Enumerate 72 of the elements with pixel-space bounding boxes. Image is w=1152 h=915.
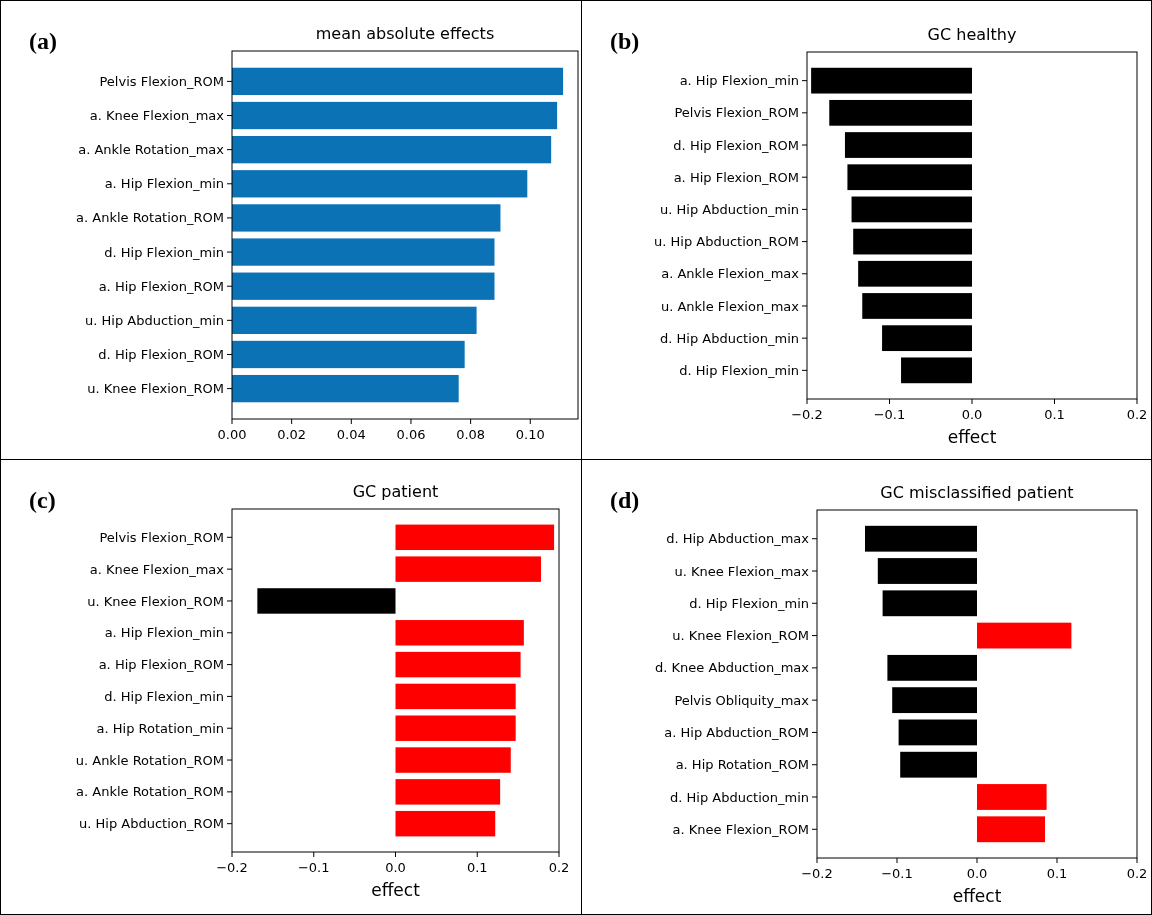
- x-tick-label: 0.10: [515, 427, 545, 442]
- y-tick-label: Pelvis Obliquity_max: [674, 692, 810, 708]
- x-axis-title: effect: [371, 880, 421, 900]
- x-tick-label: 0.0: [385, 860, 406, 875]
- text: (a): [29, 28, 57, 54]
- y-tick-label: a. Hip Rotation_ROM: [675, 757, 809, 773]
- x-axis-title: effect: [952, 886, 1002, 906]
- y-tick-label: a. Ankle Rotation_ROM: [76, 210, 224, 226]
- y-tick-label: Pelvis Flexion_ROM: [99, 73, 224, 89]
- y-tick-label: a. Ankle Rotation_ROM: [76, 784, 224, 800]
- y-tick-label: a. Ankle Rotation_max: [78, 142, 225, 158]
- chart-title: GC misclassified patient: [880, 483, 1074, 502]
- y-tick-label: d. Hip Flexion_min: [104, 688, 224, 704]
- x-tick-label: −0.2: [791, 407, 823, 422]
- chart-title: mean absolute effects: [315, 24, 495, 43]
- y-tick-label: a. Knee Flexion_max: [89, 561, 225, 577]
- x-tick-label: 0.2: [1126, 866, 1148, 881]
- text: (b): [610, 28, 640, 54]
- x-tick-label: −0.2: [216, 860, 248, 875]
- y-tick-label: u. Hip Abduction_ROM: [654, 234, 799, 250]
- y-tick-label: a. Hip Flexion_min: [679, 73, 799, 89]
- chart-title: GC patient: [352, 482, 439, 501]
- text: (d): [610, 487, 640, 513]
- y-tick-label: d. Hip Flexion_min: [689, 595, 809, 611]
- y-tick-label: a. Hip Flexion_min: [104, 176, 224, 192]
- y-tick-label: a. Knee Flexion_max: [89, 108, 225, 124]
- y-tick-label: a. Hip Flexion_min: [104, 625, 224, 641]
- y-tick-label: u. Hip Abduction_min: [660, 201, 799, 217]
- x-tick-label: 0.1: [466, 860, 488, 875]
- y-tick-label: Pelvis Flexion_ROM: [674, 105, 799, 121]
- y-tick-label: u. Knee Flexion_ROM: [672, 628, 809, 644]
- y-tick-label: d. Hip Abduction_min: [670, 789, 809, 805]
- y-tick-label: a. Hip Flexion_ROM: [98, 657, 224, 673]
- y-tick-label: d. Hip Abduction_max: [666, 531, 810, 547]
- x-tick-label: 0.1: [1046, 866, 1068, 881]
- x-tick-label: 0.2: [1126, 407, 1148, 422]
- x-tick-label: 0.0: [966, 866, 988, 881]
- x-tick-label: 0.2: [548, 860, 570, 875]
- x-tick-label: −0.1: [297, 860, 330, 875]
- x-tick-label: 0.08: [456, 427, 486, 442]
- x-tick-label: −0.1: [873, 407, 906, 422]
- y-tick-label: d. Hip Flexion_ROM: [673, 137, 799, 153]
- y-tick-label: d. Hip Flexion_ROM: [98, 347, 224, 363]
- y-tick-label: a. Knee Flexion_ROM: [672, 821, 809, 837]
- y-tick-label: u. Knee Flexion_ROM: [87, 381, 224, 397]
- text: (c): [29, 487, 56, 513]
- y-tick-label: u. Knee Flexion_ROM: [87, 593, 224, 609]
- x-tick-label: 0.02: [277, 427, 307, 442]
- y-tick-label: d. Hip Flexion_min: [679, 362, 799, 378]
- y-tick-label: d. Knee Abduction_max: [655, 660, 810, 676]
- y-tick-label: a. Hip Rotation_min: [96, 720, 224, 736]
- y-tick-label: a. Hip Abduction_ROM: [664, 724, 809, 740]
- x-tick-label: 0.0: [961, 407, 983, 422]
- y-tick-label: u. Hip Abduction_ROM: [79, 816, 224, 832]
- chart-title: GC healthy: [927, 25, 1017, 44]
- y-tick-label: u. Hip Abduction_min: [85, 312, 224, 328]
- y-tick-label: u. Ankle Flexion_max: [660, 298, 800, 314]
- x-tick-label: 0.06: [396, 427, 426, 442]
- y-tick-label: u. Knee Flexion_max: [674, 563, 810, 579]
- y-tick-label: u. Ankle Rotation_ROM: [75, 752, 224, 768]
- x-axis-title: effect: [947, 427, 997, 447]
- x-tick-label: 0.00: [217, 427, 247, 442]
- y-tick-label: a. Hip Flexion_ROM: [98, 278, 224, 294]
- y-tick-label: a. Ankle Flexion_max: [661, 266, 800, 282]
- y-tick-label: Pelvis Flexion_ROM: [99, 529, 224, 545]
- y-tick-label: d. Hip Abduction_min: [660, 330, 799, 346]
- x-tick-label: 0.1: [1044, 407, 1065, 422]
- x-tick-label: −0.1: [881, 866, 913, 881]
- x-tick-label: −0.2: [801, 866, 833, 881]
- y-tick-label: d. Hip Flexion_min: [104, 244, 224, 260]
- y-tick-label: a. Hip Flexion_ROM: [673, 169, 799, 185]
- x-tick-label: 0.04: [336, 427, 366, 442]
